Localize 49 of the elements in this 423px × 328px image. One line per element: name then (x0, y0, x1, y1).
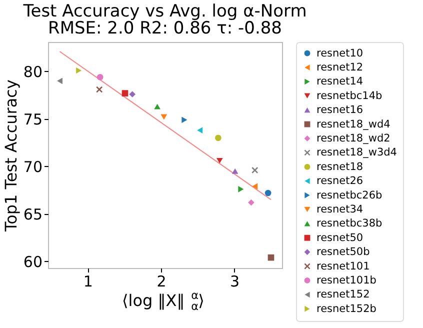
y-tick-label: 75 (23, 110, 42, 128)
chart-subtitle: RMSE: 2.0 R2: 0.86 τ: -0.88 (48, 18, 282, 38)
point (216, 158, 223, 164)
point (215, 134, 222, 142)
point (76, 67, 82, 74)
x-tick-label: 3 (230, 272, 240, 290)
legend-label: resnet26 (316, 175, 364, 188)
legend-label: resnet50b (316, 246, 370, 258)
y-tick-label: 80 (23, 62, 42, 81)
x-tick-label: 1 (83, 272, 93, 290)
legend-label: resnet50 (316, 232, 364, 244)
legend-label: resnet152b (316, 302, 377, 315)
y-axis-title: Top1 Test Accuracy (1, 80, 20, 232)
point (197, 127, 203, 134)
point (252, 167, 258, 174)
legend-label: resnet18_w3d4 (316, 146, 398, 159)
legend-label: resnetbc14b (316, 90, 383, 102)
point (268, 254, 274, 261)
point (160, 114, 168, 120)
legend-label: resnet101b (316, 274, 377, 286)
legend-label: resnet152 (316, 288, 370, 301)
legend-label: resnet18_wd2 (316, 132, 390, 144)
point (264, 190, 272, 196)
point (154, 104, 160, 110)
point (238, 186, 244, 192)
point (182, 116, 188, 124)
point (122, 90, 128, 96)
legend-label: resnet12 (316, 61, 364, 74)
point (129, 91, 136, 98)
legend-label: resnet34 (316, 203, 364, 216)
legend-label: resnet18_wd4 (316, 118, 391, 130)
y-tick-label: 70 (23, 158, 42, 176)
legend-label: resnet18 (316, 160, 364, 173)
point (232, 168, 238, 174)
chart-title: Test Accuracy vs Avg. log α-Norm (22, 2, 307, 22)
legend-label: resnet101 (316, 260, 370, 272)
y-tick-label: 60 (23, 252, 42, 271)
legend-label: resnet16 (316, 104, 364, 116)
point (96, 86, 103, 93)
point (96, 74, 104, 80)
legend-label: resnetbc26b (316, 189, 383, 202)
x-tick-label: 2 (156, 272, 166, 290)
legend-label: resnet10 (316, 47, 364, 60)
point (252, 183, 258, 190)
y-tick-label: 65 (23, 205, 42, 224)
legend-label: resnetbc38b (316, 218, 383, 230)
point (57, 78, 62, 84)
legend-label: resnet14 (316, 76, 364, 88)
point (248, 199, 254, 206)
